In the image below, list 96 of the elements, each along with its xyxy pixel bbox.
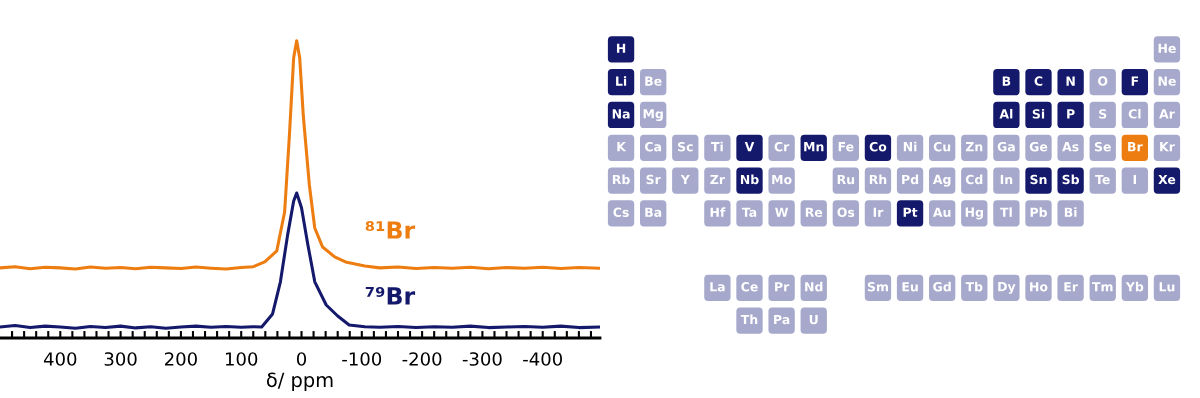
text: La [710,282,725,292]
text: Li [616,76,627,86]
text: W [775,207,789,217]
text: Br [1128,142,1143,152]
text: Rb [612,174,630,185]
text: Ga [997,141,1015,152]
x-tick-label: 300 [104,352,137,366]
text: Pr [775,282,790,292]
text: Ce [741,281,758,292]
text: C [1034,76,1043,86]
text: Te [1095,174,1110,185]
text: Si [1032,108,1045,119]
text: Ru [837,174,855,185]
text: Al [999,108,1013,119]
text: Cl [1128,108,1141,119]
text: Ge [1029,141,1048,152]
text: Xe [1158,174,1176,185]
text: Lu [1159,282,1175,292]
text: Kr [1160,142,1175,152]
series-label: ⁷⁹Br [365,286,416,305]
text: As [1062,142,1079,152]
text: Sc [677,141,693,152]
text: Rh [869,174,887,185]
x-tick-label: -200 [402,352,442,366]
text: Mn [804,142,824,152]
text: Y [680,174,690,185]
text: Cu [933,141,951,152]
text: K [617,142,627,152]
text: Tm [1092,282,1113,292]
text: Cs [613,207,629,217]
x-axis-title: δ/ ppm [266,372,333,391]
text: Tl [1000,207,1012,217]
text: Ho [1030,282,1048,292]
text: Th [740,314,758,325]
text: Na [612,109,630,119]
text: Cd [965,174,983,185]
text: Fe [838,142,854,152]
text: Pb [1030,207,1047,217]
series-label: ⁸¹Br [365,221,416,239]
text: Ar [1159,109,1175,119]
text: Zr [710,174,725,185]
text: Os [837,207,855,217]
text: He [1158,43,1176,54]
text: Yb [1125,281,1144,292]
text: H [616,43,626,53]
x-tick-label: 400 [43,352,77,366]
text: Au [932,207,951,217]
text: Ba [645,207,662,217]
text: Mg [643,109,663,122]
text: Zn [965,142,983,152]
text: Cr [774,141,790,152]
text: Sm [867,281,888,292]
text: Er [1064,282,1078,292]
text: Sn [1030,174,1047,185]
text: Ag [932,174,951,187]
text: O [1098,76,1108,86]
text: Sr [646,174,661,185]
text: Hg [965,207,983,220]
text: S [1099,109,1107,119]
text: Hf [710,207,726,217]
text: F [1131,76,1139,86]
text: Dy [998,282,1016,294]
text: Nb [740,174,759,185]
x-tick-label: 0 [296,352,307,366]
text: B [1002,76,1011,86]
text: Ti [711,141,723,152]
text: U [809,314,818,325]
x-tick-label: 200 [165,352,197,366]
x-tick-label: 100 [225,352,258,366]
text: In [1000,174,1013,185]
x-tick-label: -300 [462,352,502,366]
text: Se [1094,141,1111,152]
text: Pd [902,174,919,185]
text: Pt [903,207,918,217]
text: Mo [772,174,792,185]
text: Ne [1158,76,1176,86]
text: V [744,142,755,152]
text: Pa [774,314,790,325]
text: Be [645,76,662,86]
text: Ca [644,141,661,152]
text: Ta [741,207,757,217]
text: Gd [933,281,951,292]
text: Eu [902,282,918,292]
text: Ir [873,207,884,217]
text: I [1133,174,1137,185]
text: Sb [1062,174,1080,185]
text: Ni [903,141,917,152]
text: Bi [1064,207,1077,217]
text: Tb [965,281,983,292]
text: P [1067,109,1075,119]
x-tick-label: -100 [342,352,382,366]
text: Co [869,141,887,152]
text: N [1066,76,1075,86]
x-tick-label: -400 [523,352,562,366]
text: Re [805,207,823,217]
text: Nd [805,281,823,292]
